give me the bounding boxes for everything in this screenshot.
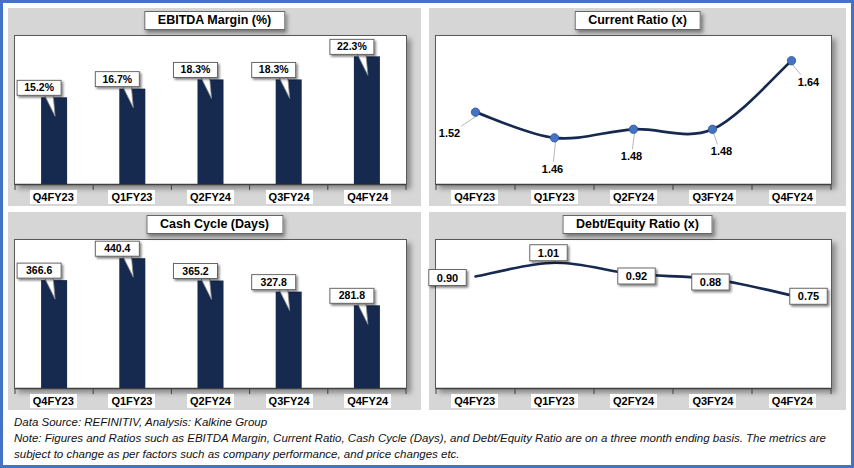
x-axis-cell: Q4FY24 [328,392,407,409]
x-axis-label: Q4FY23 [30,394,77,408]
data-point-marker [629,125,637,133]
x-axis-label: Q3FY24 [266,394,313,408]
x-axis-cell: Q1FY23 [514,392,593,409]
x-axis-label: Q4FY23 [451,394,498,408]
panel-cash-cycle: Cash Cycle (Days) 366.6 440.4 365.2 327.8 28… [8,212,421,410]
data-point-marker [708,125,716,133]
data-label: 1.01 [538,247,559,259]
data-label: 22.3% [337,40,367,52]
x-axis-label: Q4FY24 [344,190,391,204]
data-label: 1.52 [439,127,460,139]
x-axis-cell: Q4FY24 [328,188,407,205]
x-axis-cell: Q4FY24 [753,188,832,205]
charts-grid: EBITDA Margin (%) 15.2% 16.7% 18.3% 18.3% 22… [8,8,846,410]
x-axis-cash-cycle: Q4FY23 Q1FY23 Q2FY24 Q3FY24 Q4FY24 [14,392,407,409]
x-axis-debt-equity: Q4FY23 Q1FY23 Q2FY24 Q3FY24 Q4FY24 [435,392,832,409]
data-point-marker [550,134,558,142]
note-line: Note: Figures and Ratios such as EBITDA … [14,431,840,463]
x-axis-label: Q3FY24 [266,190,313,204]
x-axis-label: Q4FY24 [769,394,816,408]
data-point-marker [471,108,479,116]
bar [119,258,145,388]
panel-ebitda-margin: EBITDA Margin (%) 15.2% 16.7% 18.3% 18.3% 22… [8,8,421,206]
x-axis-cell: Q2FY24 [594,188,673,205]
chart-title-debt-equity: Debt/Equity Ratio (x) [562,215,713,234]
x-axis-ebitda-margin: Q4FY23 Q1FY23 Q2FY24 Q3FY24 Q4FY24 [14,188,407,205]
data-label: 18.3% [259,63,289,75]
bar [354,56,380,184]
x-axis-cell: Q3FY24 [673,392,752,409]
debt-equity-chart: 0.90 1.01 0.92 0.88 0.75 [435,239,832,397]
x-axis-cell: Q1FY23 [93,392,172,409]
x-axis-cell: Q2FY24 [171,188,250,205]
plot-area-debt-equity: 0.90 1.01 0.92 0.88 0.75 [435,239,832,389]
x-axis-cell: Q4FY24 [753,392,832,409]
x-axis-label: Q2FY24 [610,190,657,204]
data-label: 1.48 [621,150,642,162]
x-axis-label: Q1FY23 [108,190,155,204]
x-axis-cell: Q4FY23 [435,392,514,409]
x-axis-label: Q1FY23 [108,394,155,408]
x-axis-label: Q2FY24 [187,190,234,204]
plot-area-cash-cycle: 366.6 440.4 365.2 327.8 281.8 [14,239,407,389]
footer-notes: Data Source: REFINITIV, Analysis: Kalkin… [8,410,846,463]
panel-current-ratio: Current Ratio (x) 1.52 1.46 1.48 1.48 1.64 Q… [429,8,846,206]
data-label: 0.92 [626,270,647,282]
data-label: 0.90 [437,272,458,284]
ebitda-margin-chart: 15.2% 16.7% 18.3% 18.3% 22.3% [14,35,407,193]
x-axis-label: Q4FY23 [451,190,498,204]
x-axis-label: Q3FY24 [689,394,736,408]
data-source-line: Data Source: REFINITIV, Analysis: Kalkin… [14,415,840,431]
cash-cycle-chart: 366.6 440.4 365.2 327.8 281.8 [14,239,407,397]
x-axis-cell: Q1FY23 [514,188,593,205]
x-axis-label: Q4FY24 [344,394,391,408]
data-label: 440.4 [104,242,130,254]
data-label: 366.6 [26,264,52,276]
chart-title-cash-cycle: Cash Cycle (Days) [146,215,283,234]
x-axis-cell: Q4FY23 [14,392,93,409]
label-leader-line [461,116,476,126]
data-label: 1.64 [798,76,820,88]
plot-area-ebitda-margin: 15.2% 16.7% 18.3% 18.3% 22.3% [14,35,407,185]
x-axis-label: Q2FY24 [610,394,657,408]
data-label: 0.88 [700,276,721,288]
label-leader-line [793,65,801,75]
x-axis-cell: Q4FY23 [435,188,514,205]
label-leader-line [632,133,634,149]
chart-title-current-ratio: Current Ratio (x) [574,11,701,30]
label-leader-line [714,133,718,144]
x-axis-cell: Q2FY24 [171,392,250,409]
data-label: 365.2 [182,265,208,277]
data-label: 281.8 [339,289,365,301]
plot-area-current-ratio: 1.52 1.46 1.48 1.48 1.64 [435,35,832,185]
x-axis-label: Q1FY23 [531,394,578,408]
report-frame: EBITDA Margin (%) 15.2% 16.7% 18.3% 18.3% 22… [0,0,854,468]
data-point-marker [787,57,795,65]
data-label: 0.75 [798,290,819,302]
x-axis-cell: Q2FY24 [594,392,673,409]
x-axis-label: Q4FY23 [30,190,77,204]
x-axis-cell: Q3FY24 [250,188,329,205]
data-label: 1.46 [542,163,563,175]
x-axis-cell: Q3FY24 [250,392,329,409]
x-axis-cell: Q1FY23 [93,188,172,205]
data-label: 15.2% [24,81,54,93]
label-leader-line [553,142,555,162]
current-ratio-chart: 1.52 1.46 1.48 1.48 1.64 [435,35,832,193]
x-axis-cell: Q4FY23 [14,188,93,205]
data-label: 18.3% [181,63,211,75]
data-label: 1.48 [711,145,732,157]
x-axis-current-ratio: Q4FY23 Q1FY23 Q2FY24 Q3FY24 Q4FY24 [435,188,832,205]
x-axis-label: Q1FY23 [531,190,578,204]
x-axis-label: Q2FY24 [187,394,234,408]
x-axis-label: Q3FY24 [689,190,736,204]
x-axis-cell: Q3FY24 [673,188,752,205]
x-axis-label: Q4FY24 [769,190,816,204]
chart-title-ebitda-margin: EBITDA Margin (%) [144,11,285,30]
data-label: 16.7% [102,73,132,85]
data-label: 327.8 [261,276,287,288]
panel-debt-equity: Debt/Equity Ratio (x) 0.901.010.920.880.… [429,212,846,410]
